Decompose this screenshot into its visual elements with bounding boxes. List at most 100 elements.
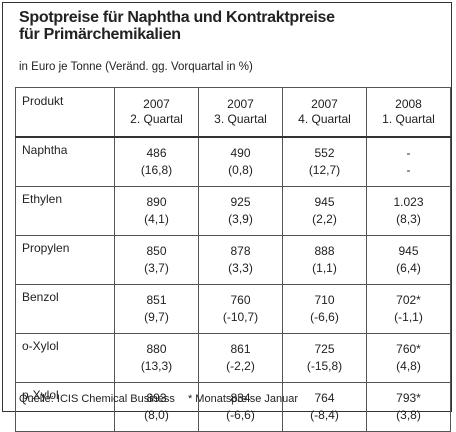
column-header: 2007 2. Quartal: [114, 87, 199, 138]
change: (8,3): [396, 212, 421, 226]
cell: 878 (3,3): [198, 235, 283, 285]
year: 2008: [395, 97, 422, 111]
value: 490: [230, 146, 251, 160]
change: (0,8): [228, 163, 253, 177]
title: Spotpreise für Naphtha und Kontraktpreis…: [19, 9, 335, 43]
change: -: [406, 163, 411, 177]
change: (6,4): [396, 261, 421, 275]
table-row: Benzol 851 (9,7) 760 (-10,7) 710 (-6,6) 702* (-1…: [15, 284, 451, 334]
cell: 710 (-6,6): [282, 284, 367, 334]
value: 893: [146, 391, 167, 405]
table-row: Ethylen 890 (4,1) 925 (3,9) 945 (2,2) 1.023 (8,3…: [15, 186, 451, 236]
change: (9,7): [144, 310, 169, 324]
value: 1.023: [393, 195, 424, 209]
product: Propylen: [15, 235, 115, 285]
product: Ethylen: [15, 186, 115, 236]
value: 552: [314, 146, 335, 160]
change: (-2,2): [226, 359, 255, 373]
quarter: 1. Quartal: [382, 112, 435, 126]
change: (3,3): [228, 261, 253, 275]
value: 878: [230, 244, 251, 258]
value: 851: [146, 293, 167, 307]
cell: 888 (1,1): [282, 235, 367, 285]
change: (-15,8): [306, 359, 343, 373]
cell: 490 (0,8): [198, 136, 283, 187]
value: 890: [146, 195, 167, 209]
change: (4,1): [144, 212, 169, 226]
value: -: [406, 146, 411, 160]
cell: 850 (3,7): [114, 235, 199, 285]
value: 945: [398, 244, 419, 258]
source: Quelle: ICIS Chemical Business: [19, 393, 175, 405]
change: (-6,6): [310, 310, 339, 324]
cell: 893 (8,0): [114, 382, 199, 432]
value: 760: [230, 293, 251, 307]
cell: 725 (-15,8): [282, 333, 367, 383]
value: 945: [314, 195, 335, 209]
value: 834: [230, 391, 251, 405]
change: (2,2): [312, 212, 337, 226]
year: 2007: [143, 97, 170, 111]
cell: 486 (16,8): [114, 136, 199, 187]
value: 702*: [396, 293, 421, 307]
product: o-Xylol: [15, 333, 115, 383]
cell: 1.023 (8,3): [366, 186, 451, 236]
table-row: Naphtha 486 (16,8) 490 (0,8) 552 (12,7) - -: [15, 136, 451, 187]
cell: 552 (12,7): [282, 136, 367, 187]
cell: 880 (13,3): [114, 333, 199, 383]
cell: 760 (-10,7): [198, 284, 283, 334]
cell: 851 (9,7): [114, 284, 199, 334]
product: p-Xylol: [15, 382, 115, 432]
cell: 945 (2,2): [282, 186, 367, 236]
cell: 764 (-8,4): [282, 382, 367, 432]
change: (-10,7): [222, 310, 259, 324]
value: 760*: [396, 342, 421, 356]
cell: 890 (4,1): [114, 186, 199, 236]
value: 793*: [396, 391, 421, 405]
change: (12,7): [308, 163, 341, 177]
subtitle: in Euro je Tonne (Veränd. gg. Vorquartal…: [19, 61, 253, 73]
change: (16,8): [140, 163, 173, 177]
change: (1,1): [312, 261, 337, 275]
quarter: 2. Quartal: [130, 112, 183, 126]
change: (13,3): [140, 359, 173, 373]
cell: 861 (-2,2): [198, 333, 283, 383]
price-table: Produkt 2007 2. Quartal 2007 3. Quartal 2007…: [15, 87, 451, 432]
value: 710: [314, 293, 335, 307]
value: 850: [146, 244, 167, 258]
column-header: Produkt: [15, 87, 115, 138]
note: * Monatspreise Januar: [187, 393, 299, 405]
quarter: 3. Quartal: [214, 112, 267, 126]
table-row: Propylen 850 (3,7) 878 (3,3) 888 (1,1) 945 (6,4): [15, 235, 451, 285]
quarter: 4. Quartal: [298, 112, 351, 126]
cell: 702* (-1,1): [366, 284, 451, 334]
value: 725: [314, 342, 335, 356]
value: 925: [230, 195, 251, 209]
cell: 834 (-6,6): [198, 382, 283, 432]
cell: --: [366, 136, 451, 187]
value: 861: [230, 342, 251, 356]
header-row: Produkt 2007 2. Quartal 2007 3. Quartal 2007…: [15, 87, 451, 138]
change: (3,7): [144, 261, 169, 275]
cell: 945 (6,4): [366, 235, 451, 285]
table-row: o-Xylol 880 (13,3) 861 (-2,2) 725 (-15,8) 760* (…: [15, 333, 451, 383]
cell: 925 (3,9): [198, 186, 283, 236]
change: (3,9): [228, 212, 253, 226]
table-body: Naphtha 486 (16,8) 490 (0,8) 552 (12,7) - - Ethyl…: [15, 136, 451, 432]
value: 764: [314, 391, 335, 405]
year: 2007: [311, 97, 338, 111]
footer: Quelle: ICIS Chemical Business * Monatsp…: [19, 393, 298, 405]
value: 888: [314, 244, 335, 258]
table-row: p-Xylol 893 (8,0) 834 (-6,6) 764 (-8,4) 793* (3,…: [15, 382, 451, 432]
product: Naphtha: [15, 136, 115, 187]
year: 2007: [227, 97, 254, 111]
column-header: 2008 1. Quartal: [366, 87, 451, 138]
value: 486: [146, 146, 167, 160]
column-header: 2007 3. Quartal: [198, 87, 283, 138]
column-header: 2007 4. Quartal: [282, 87, 367, 138]
cell: 760* (4,8): [366, 333, 451, 383]
change: (4,8): [396, 359, 421, 373]
change: (-1,1): [394, 310, 423, 324]
